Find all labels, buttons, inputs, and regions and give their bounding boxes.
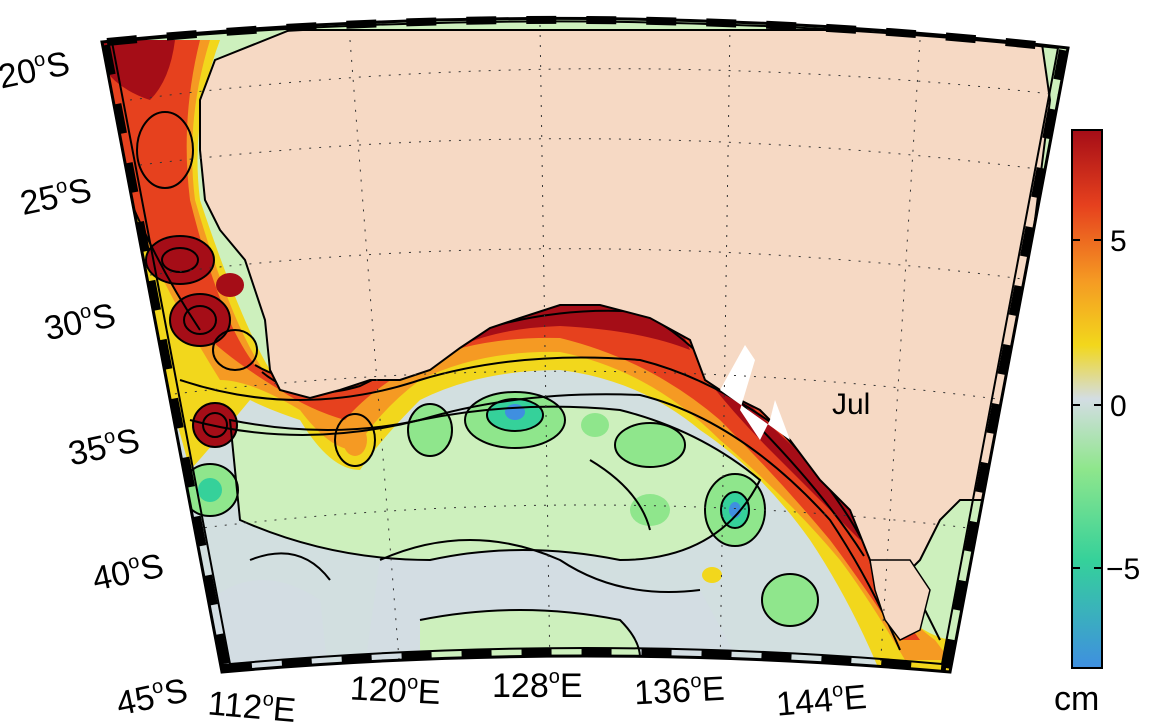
svg-text:40oS: 40oS <box>89 546 167 599</box>
svg-text:128oE: 128oE <box>492 666 583 705</box>
land-tasmania <box>869 559 931 641</box>
svg-text:25oS: 25oS <box>17 170 95 223</box>
svg-text:35oS: 35oS <box>65 420 143 473</box>
map-frame <box>100 15 1070 674</box>
land-spencer-gulf <box>720 345 790 440</box>
colorbar-tick-minus5: −5 <box>1106 553 1140 586</box>
lat-label-25: 25 <box>17 178 62 223</box>
month-label: Jul <box>832 388 870 421</box>
lon-label-120: 120 <box>349 669 408 710</box>
longitude-labels: 112oE 120oE 128oE 136oE 144oE <box>206 666 868 726</box>
lon-label-128: 128 <box>492 667 549 705</box>
colorbar-tick-5: 5 <box>1110 225 1127 258</box>
svg-text:112oE: 112oE <box>206 683 297 726</box>
lat-label-40: 40 <box>89 554 134 599</box>
svg-text:144oE: 144oE <box>775 677 869 724</box>
colorbar-unit: cm <box>1054 680 1099 718</box>
svg-text:45oS: 45oS <box>113 670 191 723</box>
lat-label-20: 20 <box>0 51 40 96</box>
graticule <box>129 24 1061 672</box>
lat-label-35: 35 <box>65 428 110 473</box>
svg-text:30oS: 30oS <box>41 295 119 348</box>
svg-text:136oE: 136oE <box>633 669 725 713</box>
colorbar-tick-0: 0 <box>1110 390 1127 423</box>
lat-label-30: 30 <box>41 303 86 348</box>
svg-text:120oE: 120oE <box>349 668 441 712</box>
lon-label-144: 144 <box>775 681 835 724</box>
colorbar: 5 0 −5 cm <box>1054 129 1140 718</box>
colorbar-gradient <box>1071 129 1103 669</box>
lat-label-45: 45 <box>113 678 158 723</box>
svg-text:20oS: 20oS <box>0 43 73 96</box>
lon-label-112: 112 <box>206 684 263 726</box>
lon-label-136: 136 <box>633 671 692 712</box>
coastal-positive-band <box>102 40 960 672</box>
land-australia <box>199 29 1052 602</box>
